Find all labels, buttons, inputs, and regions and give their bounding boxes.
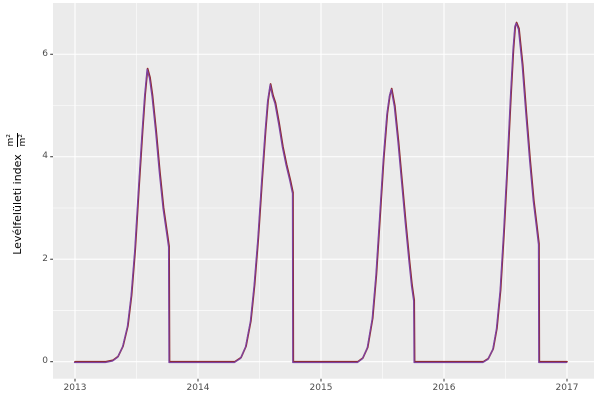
y-axis-title-text: Levélfelületi index: [10, 154, 24, 255]
y-tick-label-0: 0: [42, 356, 48, 367]
x-tick-label-2014: 2014: [186, 382, 210, 393]
x-tick-label-2016: 2016: [432, 382, 456, 393]
y-tick-label-2: 2: [42, 253, 48, 264]
x-tick-label-2015: 2015: [309, 382, 333, 393]
plot-panel: [53, 3, 594, 379]
y-axis-unit-fraction: m² m²: [5, 133, 28, 148]
unit-denominator: m²: [17, 134, 28, 147]
y-axis-title: Levélfelületi index m² m²: [5, 0, 28, 394]
lai-series-purple: [73, 22, 568, 364]
x-tick-label-2013: 2013: [63, 382, 87, 393]
x-tick-label-2017: 2017: [555, 382, 579, 393]
unit-numerator: m²: [5, 134, 16, 147]
y-tick-label-4: 4: [42, 151, 48, 162]
y-tick-label-6: 6: [42, 48, 48, 59]
